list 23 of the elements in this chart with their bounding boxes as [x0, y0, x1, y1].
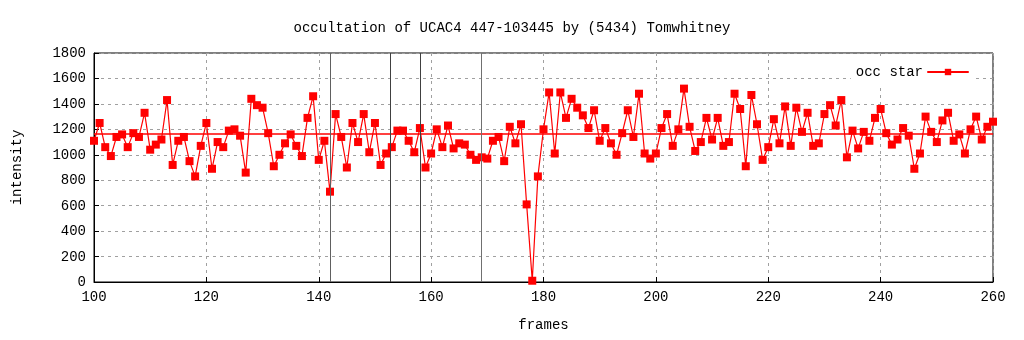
chart-title: occultation of UCAC4 447-103445 by (5434) Tomwhitney — [293, 20, 731, 36]
y-tick-label: 1000 — [52, 146, 86, 163]
y-tick-label: 1600 — [52, 70, 86, 87]
x-tick-label: 240 — [868, 289, 894, 305]
y-tick-label: 600 — [60, 197, 86, 214]
y-tick-label: 800 — [60, 172, 86, 189]
y-axis-title: intensity — [9, 129, 25, 206]
y-tick-label: 1200 — [52, 121, 86, 138]
x-axis-title: frames — [518, 317, 569, 333]
x-tick-label: 260 — [980, 289, 1006, 305]
y-tick-label: 400 — [60, 223, 86, 240]
y-tick-label: 1800 — [52, 45, 86, 61]
x-tick-label: 120 — [193, 289, 219, 305]
x-tick-label: 100 — [81, 289, 107, 305]
y-tick-label: 200 — [60, 248, 86, 265]
x-tick-label: 140 — [306, 289, 332, 305]
y-tick-label: 0 — [77, 274, 86, 290]
legend-label: occ star — [855, 64, 923, 80]
x-tick-label: 160 — [418, 289, 444, 305]
x-tick-label: 200 — [643, 289, 669, 305]
y-tick-label: 1400 — [52, 95, 86, 112]
x-tick-label: 220 — [755, 289, 781, 305]
x-tick-label: 180 — [530, 289, 557, 305]
